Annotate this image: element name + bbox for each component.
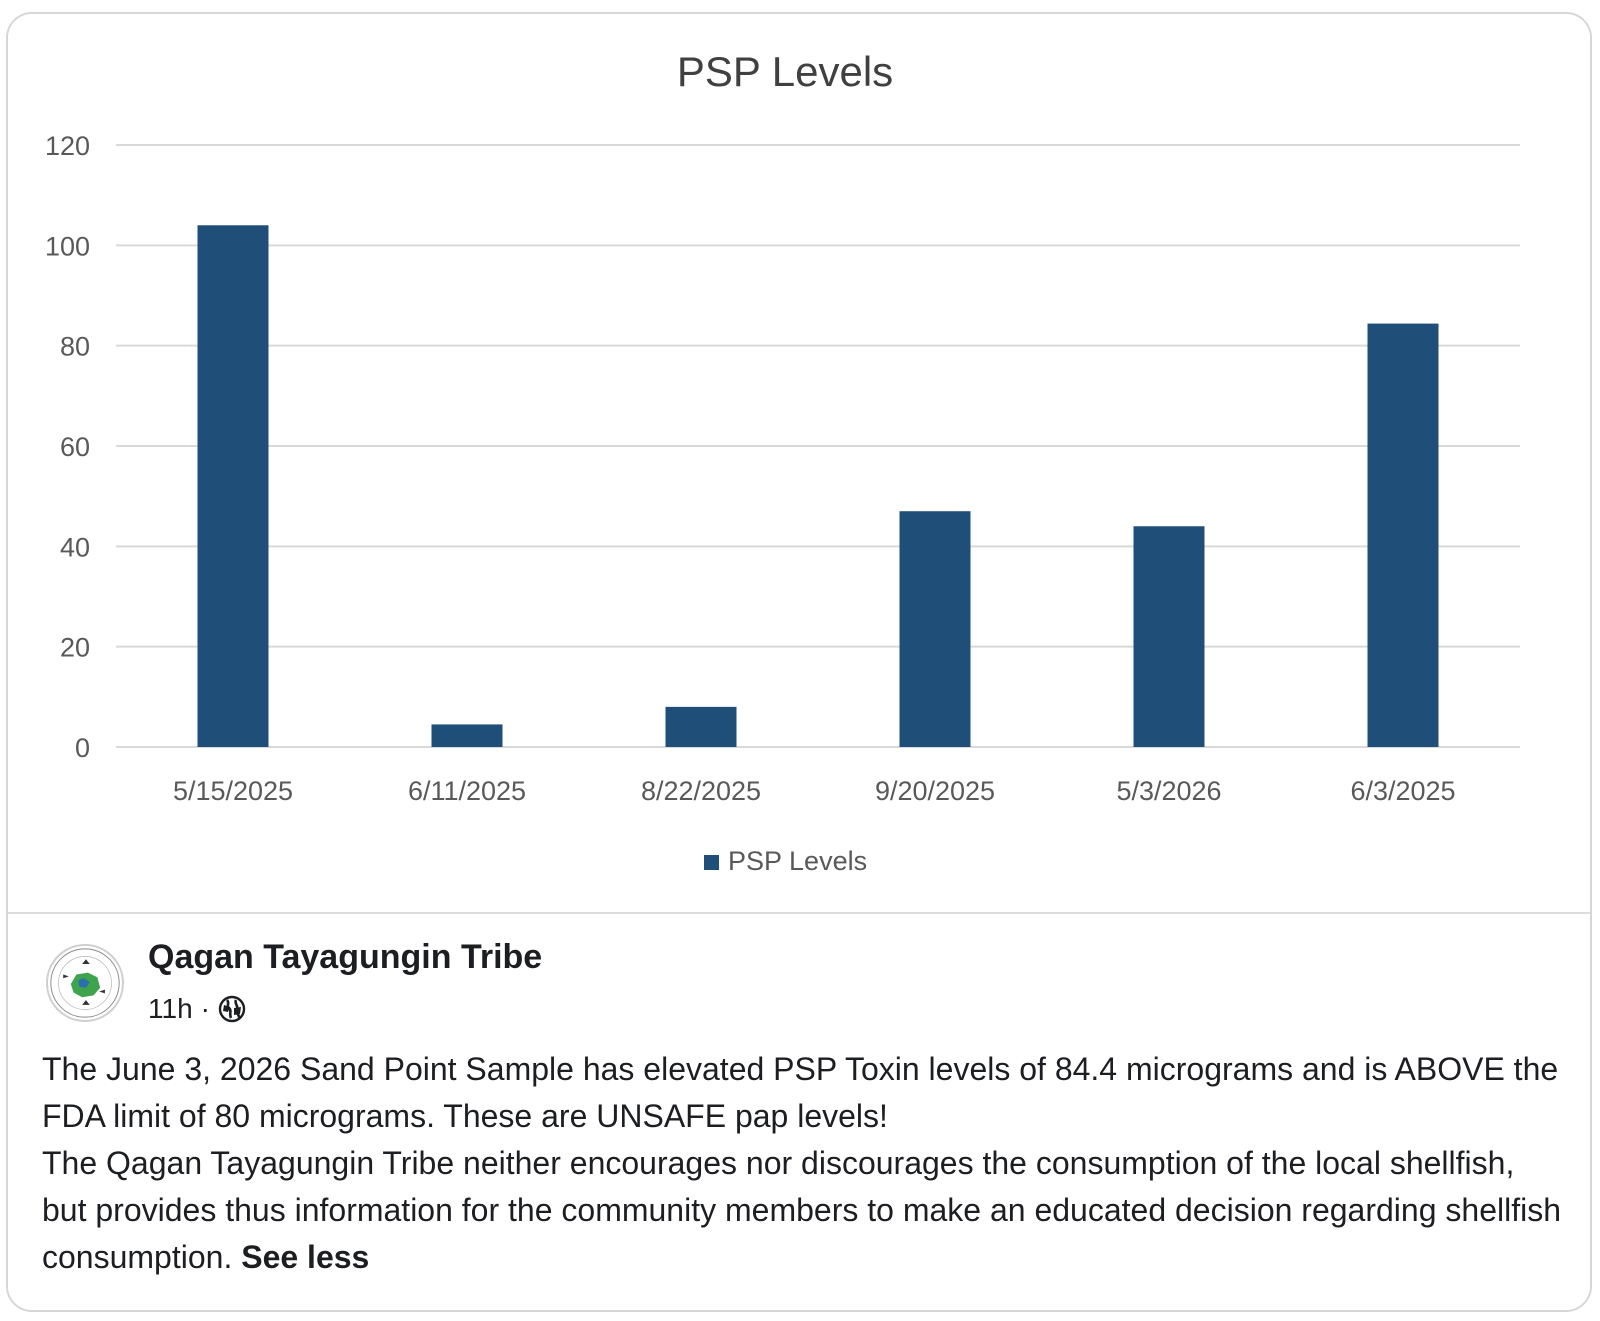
bar-9-20-2025 xyxy=(899,511,971,747)
post-text: The June 3, 2026 Sand Point Sample has e… xyxy=(42,1046,1562,1281)
see-less-link[interactable]: See less xyxy=(241,1239,370,1275)
chart-image[interactable]: PSP Levels 0 20 40 60 80 100 120 5/15/2025 6/11/2… xyxy=(8,14,1590,914)
x-tick-label-5-15-2025: 5/15/2025 xyxy=(173,776,293,806)
x-tick-label-6-3-2025: 6/3/2025 xyxy=(1350,776,1455,806)
bar-chart: PSP Levels 0 20 40 60 80 100 120 5/15/2025 6/11/2… xyxy=(45,48,1520,876)
x-tick-label-6-11-2025: 6/11/2025 xyxy=(408,776,526,806)
tribe-logo-icon xyxy=(50,948,120,1018)
bar-6-3-2025 xyxy=(1367,323,1439,747)
y-tick-label-80: 80 xyxy=(60,332,90,362)
author-name[interactable]: Qagan Tayagungin Tribe xyxy=(148,938,543,976)
y-tick-label-20: 20 xyxy=(60,633,90,663)
globe-icon[interactable] xyxy=(218,995,246,1023)
x-tick-label-5-3-2026: 5/3/2026 xyxy=(1116,776,1221,806)
bar-6-11-2025 xyxy=(431,724,503,747)
y-tick-label-40: 40 xyxy=(60,532,90,562)
legend-swatch xyxy=(704,855,719,870)
y-tick-label-100: 100 xyxy=(45,231,90,261)
post-body: Qagan Tayagungin Tribe 11h · The June 3,… xyxy=(8,914,1590,1310)
post-paragraph-2: The Qagan Tayagungin Tribe neither encou… xyxy=(42,1140,1562,1281)
page-avatar[interactable] xyxy=(46,944,124,1022)
legend-label: PSP Levels xyxy=(728,846,867,876)
x-tick-label-9-20-2025: 9/20/2025 xyxy=(875,776,995,806)
meta-separator: · xyxy=(200,993,210,1024)
bar-8-22-2025 xyxy=(665,706,737,747)
y-tick-label-0: 0 xyxy=(75,733,90,763)
bar-5-15-2025 xyxy=(197,225,269,747)
bar-5-3-2026 xyxy=(1133,526,1205,747)
x-tick-label-8-22-2025: 8/22/2025 xyxy=(641,776,761,806)
post-card: PSP Levels 0 20 40 60 80 100 120 5/15/2025 6/11/2… xyxy=(6,12,1592,1312)
y-tick-label-60: 60 xyxy=(60,432,90,462)
chart-title: PSP Levels xyxy=(677,48,893,95)
post-paragraph-1: The June 3, 2026 Sand Point Sample has e… xyxy=(42,1051,1559,1134)
post-meta: 11h · xyxy=(148,992,246,1026)
y-tick-label-120: 120 xyxy=(45,131,90,161)
post-paragraph-2-text: The Qagan Tayagungin Tribe neither encou… xyxy=(42,1145,1561,1275)
post-time[interactable]: 11h xyxy=(148,993,193,1024)
